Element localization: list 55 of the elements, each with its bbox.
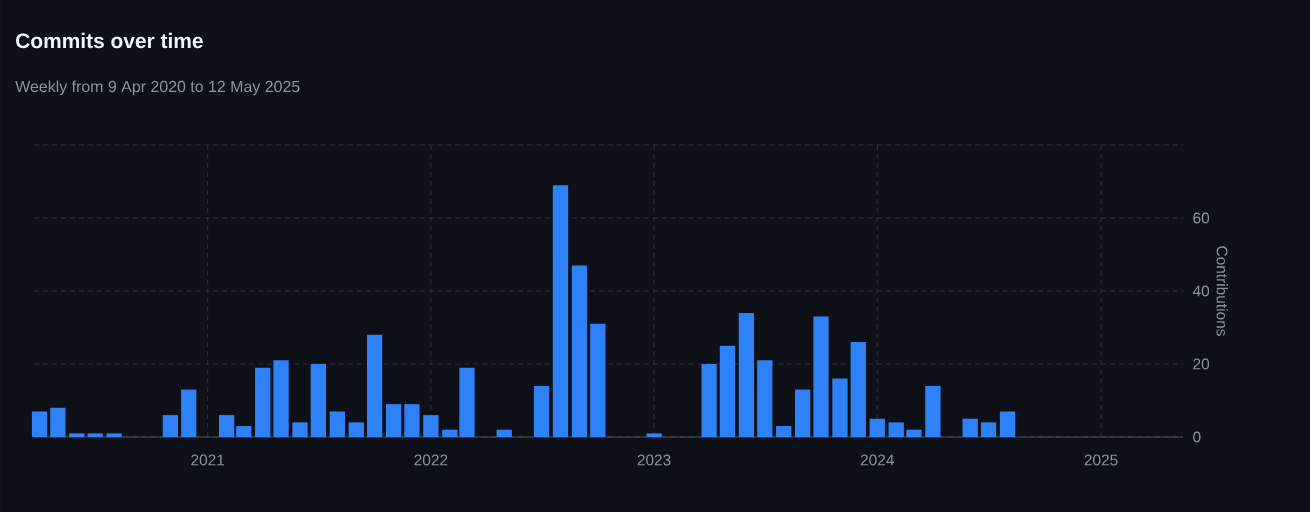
y-tick-label: 40 (1192, 285, 1210, 297)
bar (701, 363, 717, 437)
bar (255, 367, 271, 437)
bar (50, 407, 66, 437)
bar (888, 422, 904, 437)
chart-title: Commits over time (16, 32, 203, 49)
bar (404, 404, 420, 437)
bar (925, 385, 941, 437)
bar (757, 360, 773, 437)
bar (496, 429, 512, 437)
bar (646, 433, 662, 437)
bar (236, 426, 252, 437)
bar (795, 389, 811, 437)
bar (459, 367, 475, 437)
bar (533, 385, 550, 437)
bar (980, 422, 997, 437)
x-tick-label: 2025 (1084, 454, 1118, 466)
x-tick-label: 2023 (637, 454, 671, 466)
bar (31, 411, 48, 437)
bar (962, 418, 978, 437)
bar (776, 426, 792, 437)
bar (832, 378, 848, 437)
y-tick-label: 20 (1193, 358, 1210, 370)
y-tick-label: 60 (1193, 212, 1210, 224)
y-tick-label: 0 (1193, 431, 1201, 443)
bar (738, 312, 755, 437)
bar (273, 360, 289, 437)
y-axis-title: Contributions (1216, 246, 1228, 336)
bar (719, 345, 736, 437)
bar (329, 411, 345, 437)
bar (552, 185, 569, 437)
x-tick-label: 2022 (414, 454, 448, 466)
bar (310, 363, 327, 437)
bar (181, 389, 197, 437)
bar (292, 422, 308, 437)
bar (869, 418, 885, 437)
bar (813, 316, 829, 437)
bar (906, 429, 922, 437)
bar (219, 415, 235, 437)
bar (162, 415, 179, 437)
bar (850, 342, 866, 437)
bar (571, 265, 588, 437)
bar (423, 415, 439, 437)
bar (348, 422, 364, 437)
bar (106, 433, 122, 437)
x-tick-label: 2021 (191, 454, 225, 466)
x-tick-label: 2024 (860, 454, 894, 466)
bar (442, 429, 458, 437)
bar (590, 323, 606, 437)
bar (87, 433, 103, 437)
bar (999, 411, 1016, 437)
bar (385, 404, 402, 437)
bar (69, 433, 85, 437)
chart-subtitle: Weekly from 9 Apr 2020 to 12 May 2025 (15, 80, 300, 96)
bar (366, 334, 383, 437)
